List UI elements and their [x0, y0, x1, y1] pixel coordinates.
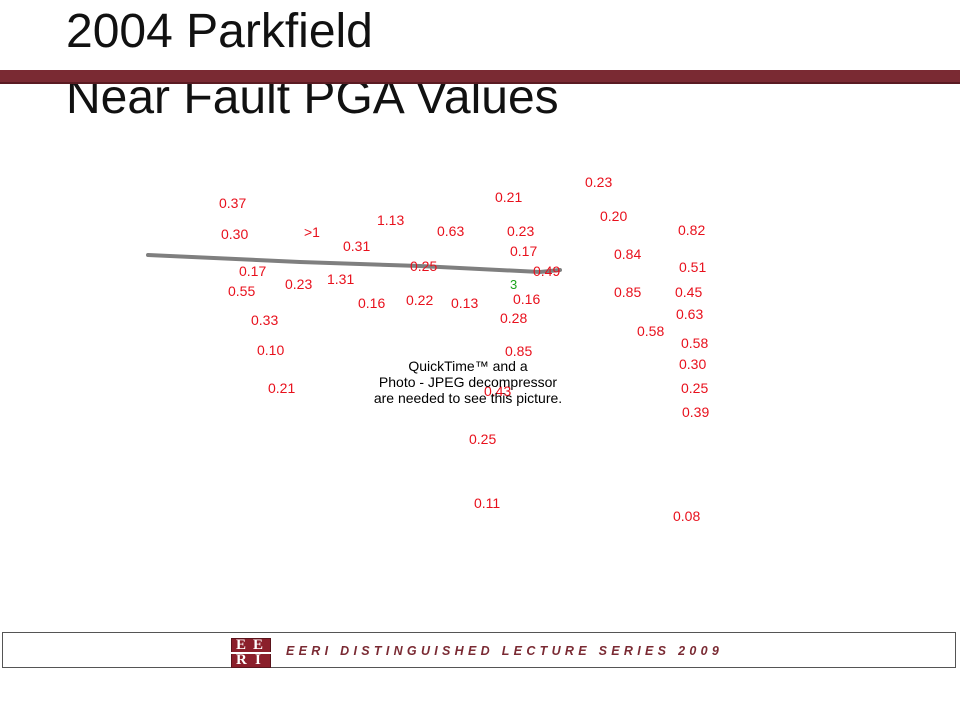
footer-bar: E E R I EERI DISTINGUISHED LECTURE SERIE…: [2, 632, 956, 668]
pga-label: 0.13: [451, 295, 479, 311]
pga-label: 0.20: [600, 208, 628, 224]
slide-title-line-1: 2004 Parkfield: [66, 5, 373, 58]
pga-label: 0.58: [681, 335, 709, 351]
pga-label: 0.21: [495, 189, 523, 205]
logo-letter: E: [236, 637, 247, 653]
pga-label: 0.33: [251, 312, 279, 328]
pga-label: 0.21: [268, 380, 296, 396]
pga-label: 0.30: [221, 226, 249, 242]
quicktime-placeholder-message: QuickTime™ and a Photo - JPEG decompress…: [352, 358, 584, 406]
pga-label: 0.08: [673, 508, 701, 524]
pga-label: 0.28: [500, 310, 528, 326]
pga-label: 0.63: [676, 306, 704, 322]
quicktime-message-line: are needed to see this picture.: [373, 390, 563, 406]
pga-label: 0.23: [285, 276, 313, 292]
pga-label: 0.58: [637, 323, 665, 339]
pga-label: 0.85: [505, 343, 533, 359]
fault-trace-line: [146, 253, 562, 275]
pga-label: 0.45: [675, 284, 703, 300]
pga-label: 0.25: [410, 258, 438, 274]
pga-label: 0.84: [614, 246, 642, 262]
logo-letter: I: [255, 652, 261, 668]
pga-label: 0.17: [239, 263, 267, 279]
pga-label: 0.49: [533, 263, 561, 279]
pga-label: 0.25: [469, 431, 497, 447]
eeri-logo: E E R I: [231, 636, 271, 668]
logo-divider: [231, 652, 271, 654]
pga-label: 0.16: [358, 295, 386, 311]
pga-label: 0.51: [679, 259, 707, 275]
pga-label: 0.30: [679, 356, 707, 372]
pga-label: 0.31: [343, 238, 371, 254]
logo-letter: E: [253, 637, 264, 653]
pga-label: 0.82: [678, 222, 706, 238]
pga-label: 0.39: [682, 404, 710, 420]
logo-letter: R: [236, 652, 247, 668]
quicktime-message-line: QuickTime™ and a: [408, 358, 528, 374]
pga-label: 0.85: [614, 284, 642, 300]
pga-label: >1: [304, 224, 320, 240]
title-rule: [0, 70, 960, 84]
footer-lecture-series-text: EERI DISTINGUISHED LECTURE SERIES 2009: [286, 644, 724, 658]
quicktime-message-line: Photo - JPEG decompressor: [378, 374, 558, 390]
pga-label: 0.43: [484, 383, 512, 399]
pga-label: 0.55: [228, 283, 256, 299]
pga-label: 0.22: [406, 292, 434, 308]
pga-label: 0.11: [474, 495, 501, 511]
pga-label: 0.37: [219, 195, 247, 211]
pga-label: 1.13: [377, 212, 405, 228]
pga-label: 1.31: [327, 271, 355, 287]
pga-label: 0.23: [585, 174, 613, 190]
pga-label: 0.63: [437, 223, 465, 239]
pga-label: 0.10: [257, 342, 285, 358]
pga-label: 0.25: [681, 380, 709, 396]
pga-label: 0.23: [507, 223, 535, 239]
pga-label: 0.16: [513, 291, 541, 307]
station-marker-label: 3: [510, 277, 518, 292]
pga-label: 0.17: [510, 243, 538, 259]
